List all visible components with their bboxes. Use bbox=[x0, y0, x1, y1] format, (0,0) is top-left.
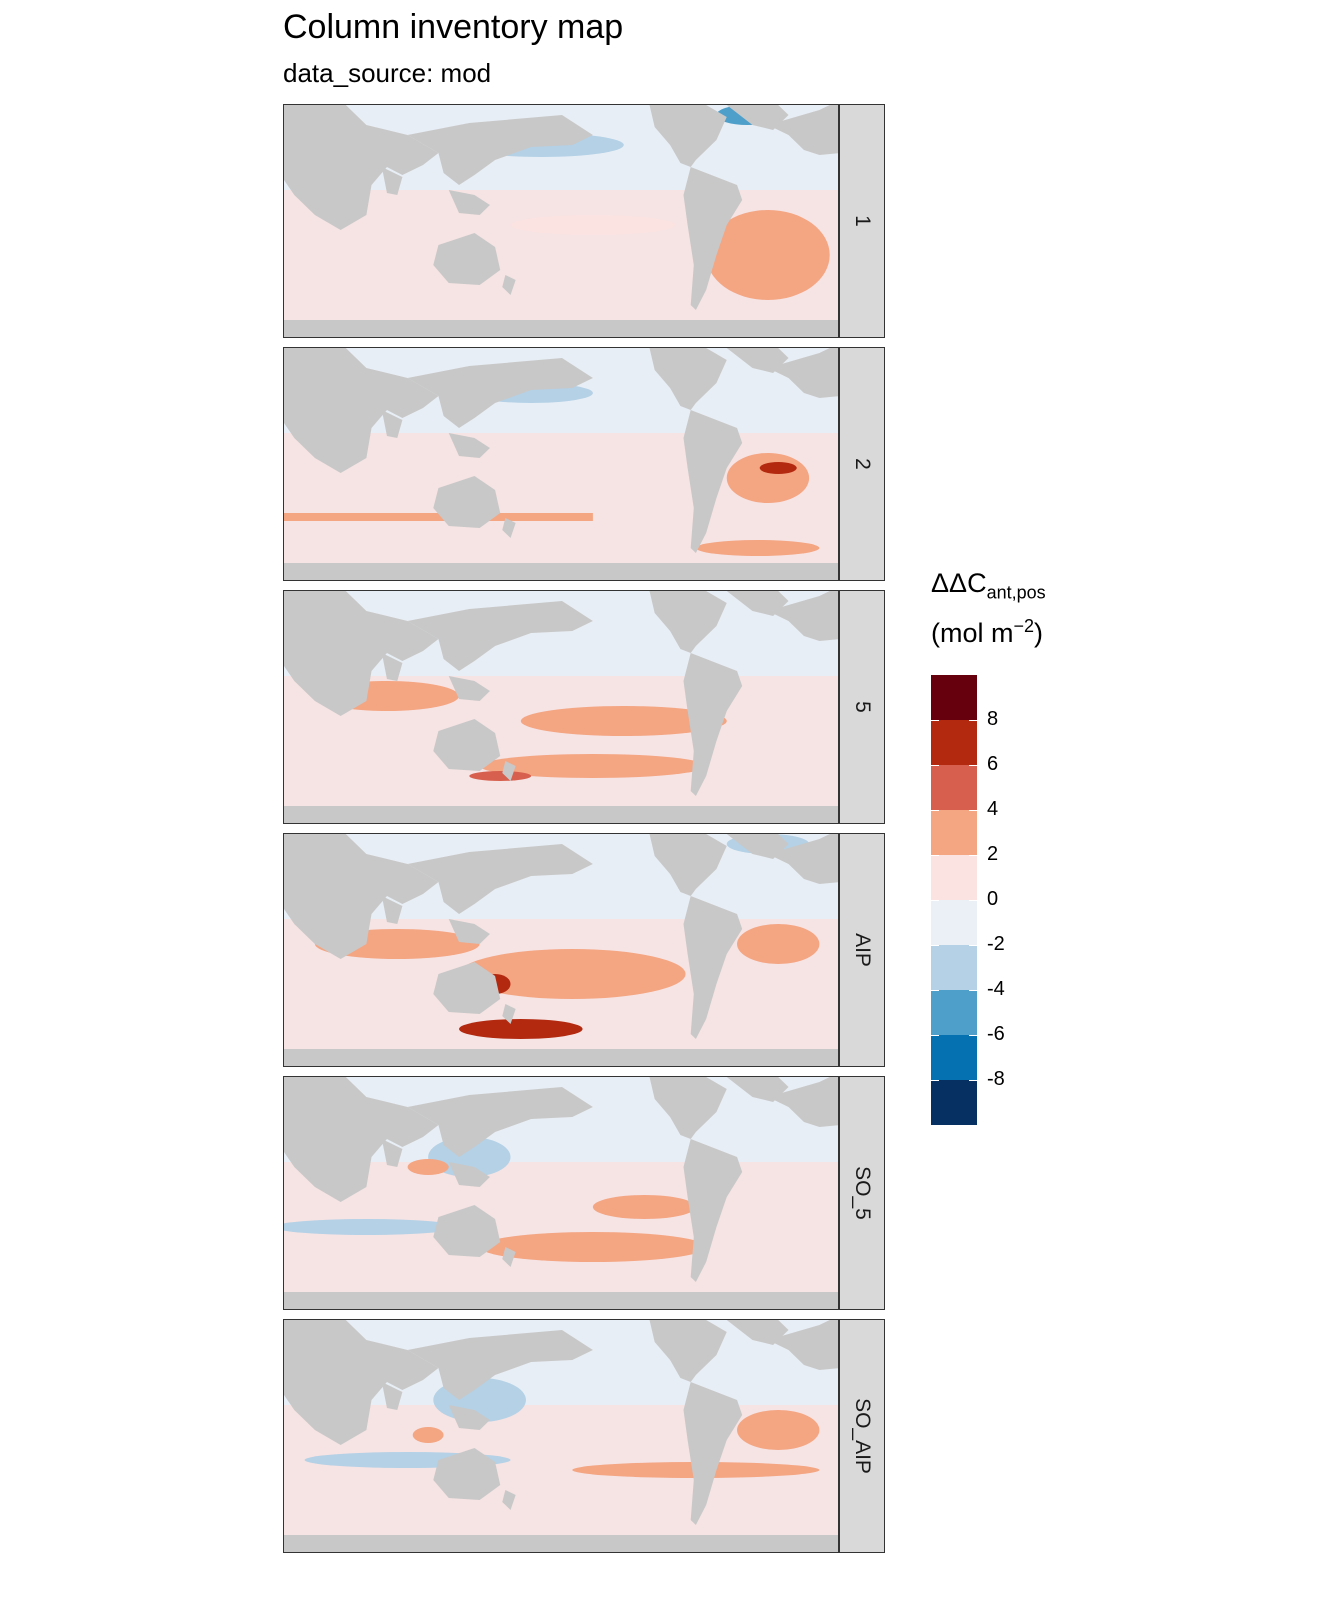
legend-tick-label: -6 bbox=[987, 1023, 1005, 1045]
facet-strip: AIP bbox=[839, 833, 885, 1067]
legend-tick-mark bbox=[931, 1035, 939, 1036]
legend-tick-label: -8 bbox=[987, 1068, 1005, 1090]
chart-subtitle: data_source: mod bbox=[283, 58, 492, 88]
legend-tick-label: 8 bbox=[987, 708, 999, 730]
facet-strip: 5 bbox=[839, 590, 885, 824]
facet-strip-label: 5 bbox=[851, 701, 874, 713]
legend-bin bbox=[931, 1035, 977, 1080]
facet-strip: SO_AIP bbox=[839, 1319, 885, 1553]
legend-tick-mark bbox=[931, 720, 939, 721]
legend-bin bbox=[931, 1080, 977, 1125]
facet-strip-label: SO_AIP bbox=[851, 1398, 874, 1474]
legend-bin bbox=[931, 855, 977, 900]
legend-tick-mark bbox=[931, 810, 939, 811]
legend-tick-mark bbox=[969, 720, 977, 721]
map-panel bbox=[283, 104, 839, 338]
legend-tick-mark bbox=[969, 855, 977, 856]
legend-colorbar bbox=[931, 675, 977, 1125]
legend-units: (mol m−2) bbox=[931, 616, 1044, 648]
legend-tick-label: 0 bbox=[987, 888, 999, 910]
legend-tick-mark bbox=[969, 900, 977, 901]
facet-strip: SO_5 bbox=[839, 1076, 885, 1310]
facet-strip-label: 2 bbox=[851, 458, 874, 470]
legend-tick-mark bbox=[969, 990, 977, 991]
legend-tick-label: 6 bbox=[987, 753, 999, 775]
legend-title: ΔΔCant,pos bbox=[931, 568, 1046, 603]
legend-tick-mark bbox=[969, 1035, 977, 1036]
legend-tick-mark bbox=[969, 945, 977, 946]
legend-tick-mark bbox=[931, 1080, 939, 1081]
facet-strip-label: SO_5 bbox=[851, 1166, 875, 1220]
map-panel bbox=[283, 1319, 839, 1553]
facet-strip-label: AIP bbox=[850, 933, 874, 967]
chart-title: Column inventory map bbox=[283, 8, 624, 46]
map-raster bbox=[284, 1077, 838, 1309]
legend-tick-mark bbox=[931, 990, 939, 991]
legend-bin bbox=[931, 810, 977, 855]
legend-tick-mark bbox=[969, 810, 977, 811]
legend-tick-mark bbox=[931, 765, 939, 766]
map-panel bbox=[283, 590, 839, 824]
legend-tick-mark bbox=[931, 945, 939, 946]
legend-tick-mark bbox=[931, 900, 939, 901]
facet-strip: 2 bbox=[839, 347, 885, 581]
map-panel bbox=[283, 347, 839, 581]
legend-tick-mark bbox=[969, 765, 977, 766]
legend-bin bbox=[931, 990, 977, 1035]
legend-bin bbox=[931, 900, 977, 945]
legend-bin bbox=[931, 675, 977, 720]
legend-tick-mark bbox=[969, 1080, 977, 1081]
legend-tick-label: 4 bbox=[987, 798, 999, 820]
legend-bin bbox=[931, 720, 977, 765]
map-raster bbox=[284, 1320, 838, 1552]
facet-strip-label: 1 bbox=[851, 215, 874, 227]
facet-strip: 1 bbox=[839, 104, 885, 338]
legend-tick-label: 2 bbox=[987, 843, 999, 865]
map-raster bbox=[284, 348, 838, 580]
map-panel bbox=[283, 1076, 839, 1310]
legend-tick-mark bbox=[931, 855, 939, 856]
legend-bin bbox=[931, 765, 977, 810]
map-raster bbox=[284, 591, 838, 823]
map-raster bbox=[284, 834, 838, 1066]
map-raster bbox=[284, 105, 838, 337]
legend-tick-label: -2 bbox=[987, 933, 1005, 955]
map-panel bbox=[283, 833, 839, 1067]
legend-bin bbox=[931, 945, 977, 990]
legend-tick-label: -4 bbox=[987, 978, 1005, 1000]
